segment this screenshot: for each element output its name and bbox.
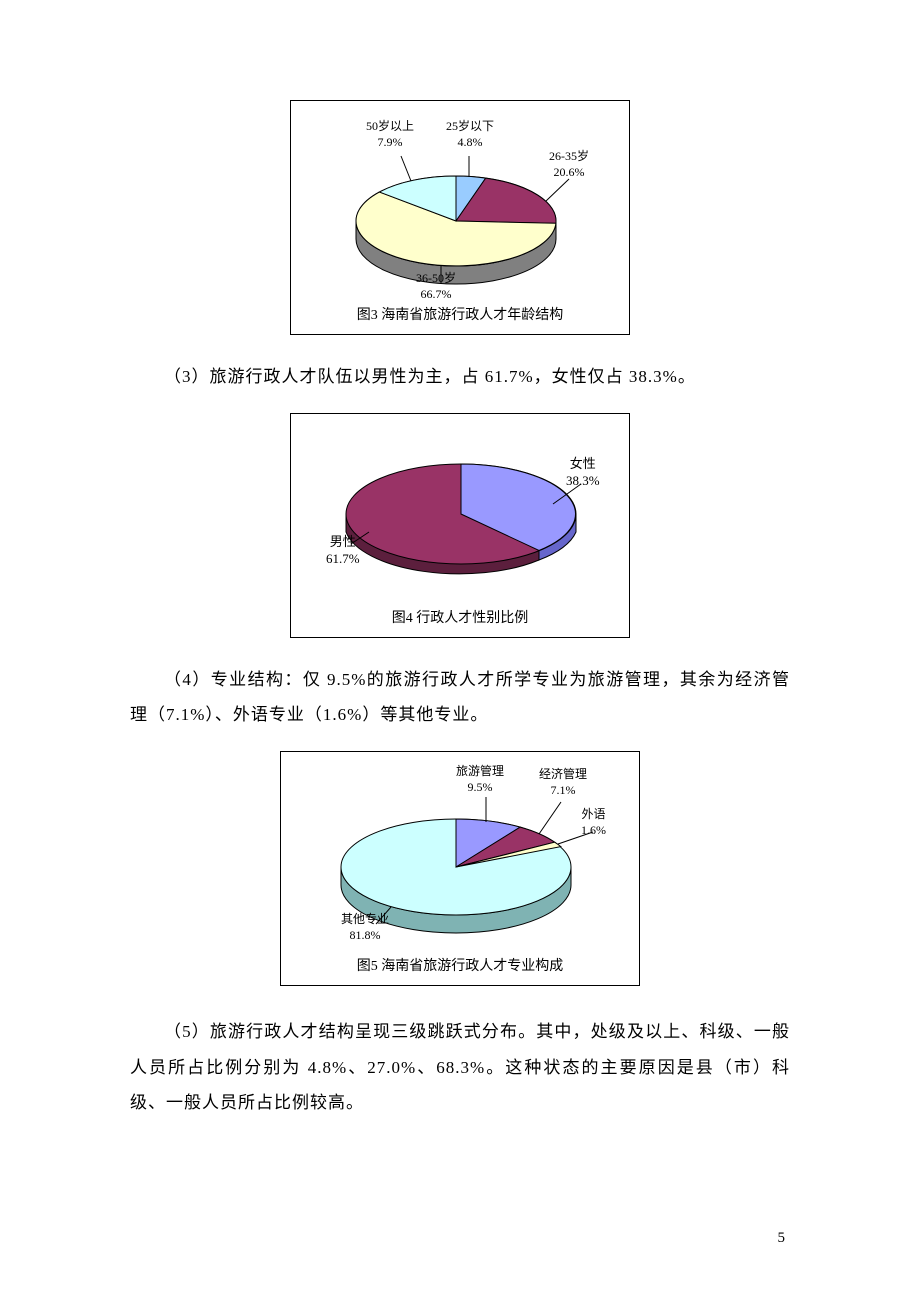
paragraph-3: （3）旅游行政人才队伍以男性为主，占 61.7%，女性仅占 38.3%。 <box>130 359 790 395</box>
paragraph-4: （4）专业结构：仅 9.5%的旅游行政人才所学专业为旅游管理，其余为经济管理（7… <box>130 662 790 733</box>
document-page: 25岁以下4.8% 26-35岁20.6% 36-50岁66.7% 50岁以上7… <box>0 0 920 1181</box>
chart3-caption: 图3 海南省旅游行政人才年龄结构 <box>291 304 629 324</box>
chart3-box: 25岁以下4.8% 26-35岁20.6% 36-50岁66.7% 50岁以上7… <box>290 100 630 335</box>
chart5-label-lang: 外语1.6% <box>581 807 606 838</box>
chart4-caption: 图4 行政人才性别比例 <box>291 607 629 627</box>
chart4-label-female: 女性38.3% <box>566 456 600 490</box>
chart3-label-2635: 26-35岁20.6% <box>549 149 589 180</box>
chart4-label-male: 男性61.7% <box>326 534 360 568</box>
chart5-box: 旅游管理9.5% 经济管理7.1% 外语1.6% 其他专业81.8% 图5 海南… <box>280 751 640 986</box>
chart5-label-econ: 经济管理7.1% <box>539 767 587 798</box>
chart3-label-25: 25岁以下4.8% <box>446 119 494 150</box>
chart5-label-tourism: 旅游管理9.5% <box>456 764 504 795</box>
chart5-label-other: 其他专业81.8% <box>341 912 389 943</box>
chart4-pie <box>291 414 631 604</box>
chart3-label-3650: 36-50岁66.7% <box>416 271 456 302</box>
page-number: 5 <box>778 1230 786 1247</box>
paragraph-5: （5）旅游行政人才结构呈现三级跳跃式分布。其中，处级及以上、科级、一般人员所占比… <box>130 1014 790 1121</box>
chart5-caption: 图5 海南省旅游行政人才专业构成 <box>281 955 639 975</box>
chart3-label-50: 50岁以上7.9% <box>366 119 414 150</box>
chart4-box: 女性38.3% 男性61.7% 图4 行政人才性别比例 <box>290 413 630 638</box>
